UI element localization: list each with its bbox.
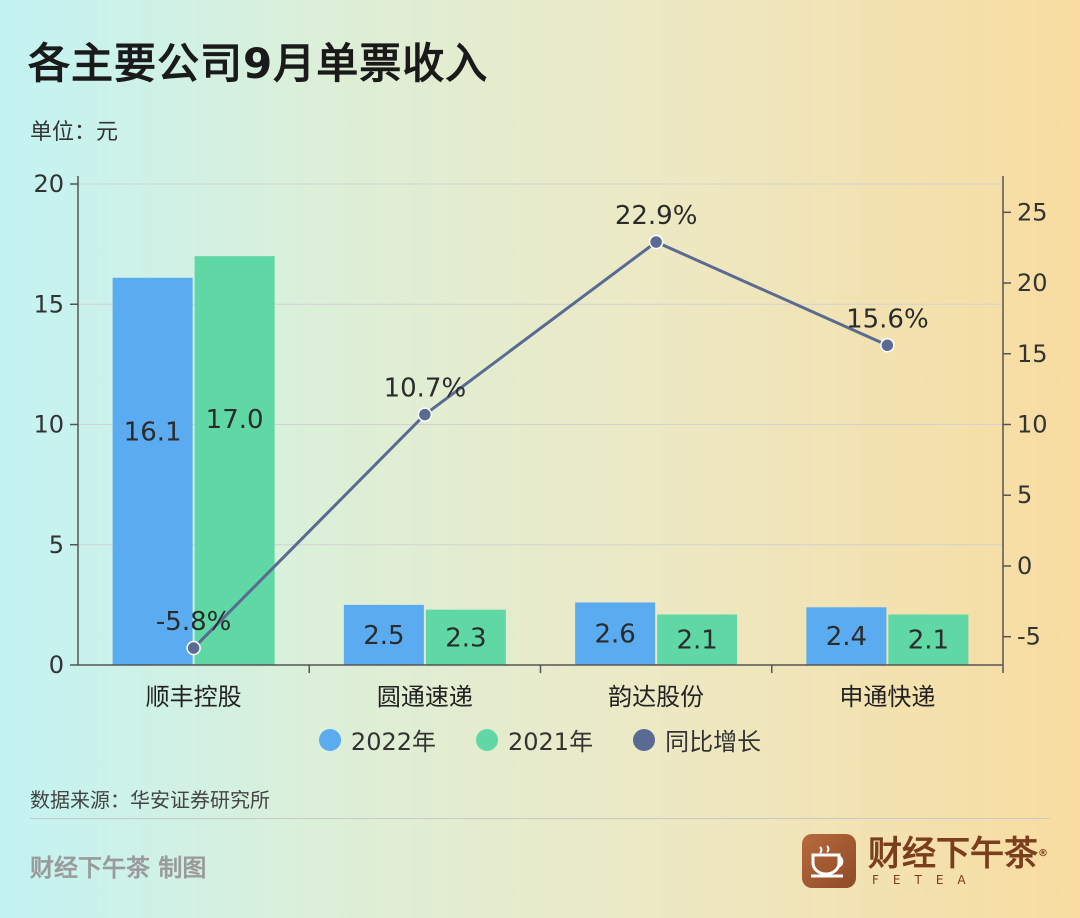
legend-dot-2022 [318, 728, 341, 751]
bar-2022 [575, 602, 656, 665]
left-axis-tick-label: 20 [33, 170, 64, 198]
bar-value-label: 2.1 [676, 626, 717, 656]
left-axis-tick-label: 15 [33, 290, 64, 318]
right-axis-tick-label: 15 [1017, 340, 1048, 368]
growth-value-label: -5.8% [156, 607, 231, 637]
legend-item-2022: 2022年 [318, 722, 436, 757]
right-axis-tick-label: 25 [1017, 198, 1048, 226]
bar-value-label: 2.6 [594, 620, 635, 650]
bar-2021 [888, 614, 969, 665]
right-axis-tick-label: -5 [1017, 623, 1041, 651]
teacup-icon [802, 834, 856, 888]
axes: 0 5 10 15 20 -5 0 5 10 15 20 25 顺丰控股 圆通速递 韵达股份 申通快递 [33, 170, 1047, 711]
legend-label-2022: 2022年 [350, 728, 436, 756]
bar-value-label: 17.0 [206, 405, 264, 435]
right-axis-tick-label: 0 [1017, 552, 1032, 580]
bar-2021 [657, 614, 738, 665]
category-label: 圆通速递 [377, 683, 473, 711]
legend-dot-2021 [476, 728, 498, 751]
brand-logo-block: 财经下午茶® FETEA [802, 834, 1048, 888]
right-axis-tick-label: 20 [1017, 269, 1048, 297]
bar-2022 [112, 277, 193, 665]
brand-text: 财经下午茶® FETEA [868, 835, 1048, 887]
growth-line-path [192, 240, 888, 650]
bar-value-label: 2.3 [445, 623, 486, 653]
bars [112, 256, 969, 665]
bar-value-label: 16.1 [124, 417, 182, 447]
growth-value-label: 10.7% [384, 374, 467, 404]
legend-item-growth: 同比增长 [633, 722, 761, 757]
category-label: 顺丰控股 [146, 683, 242, 711]
bar-2022 [806, 607, 887, 665]
category-label: 韵达股份 [608, 683, 704, 711]
bar-2021 [425, 609, 506, 665]
legend-label-growth: 同比增长 [665, 728, 762, 756]
bar-2022 [343, 604, 424, 665]
bar-2021 [194, 256, 275, 665]
bar-value-label: 2.1 [908, 626, 949, 656]
category-label: 申通快递 [839, 683, 935, 711]
left-axis-tick-label: 10 [33, 411, 64, 439]
growth-line [186, 234, 895, 656]
legend-dot-growth [633, 728, 656, 751]
bar-value-label: 2.4 [826, 622, 867, 652]
bar-value-label: 2.5 [363, 621, 404, 651]
legend-item-2021: 2021年 [476, 722, 593, 757]
growth-point [417, 407, 433, 422]
divider [30, 818, 1050, 819]
left-axis-tick-label: 0 [49, 651, 64, 679]
unit-label: 单位：元 [30, 120, 119, 145]
growth-point [186, 640, 201, 656]
legend-label-2021: 2021年 [508, 728, 594, 756]
legend: 2022年 2021年 同比增长 [0, 722, 1080, 757]
left-axis-tick-label: 5 [49, 531, 64, 559]
right-axis-tick-label: 10 [1017, 411, 1048, 439]
growth-value-label: 15.6% [846, 304, 929, 334]
source-note: 数据来源：华安证券研究所 [30, 788, 270, 812]
right-axis-tick-label: 5 [1017, 481, 1032, 509]
brand-sub: FETEA [872, 873, 980, 887]
credit-note: 财经下午茶 制图 [30, 854, 207, 882]
brand-name: 财经下午茶® [868, 834, 1048, 874]
growth-point [648, 234, 664, 250]
data-labels: 16.1 17.0 2.5 2.3 2.6 2.1 2.4 2.1 -5.8% 10.7% 22.9… [124, 201, 949, 656]
growth-point [880, 338, 895, 353]
page-title: 各主要公司9月单票收入 [28, 39, 489, 88]
growth-value-label: 22.9% [615, 201, 698, 231]
